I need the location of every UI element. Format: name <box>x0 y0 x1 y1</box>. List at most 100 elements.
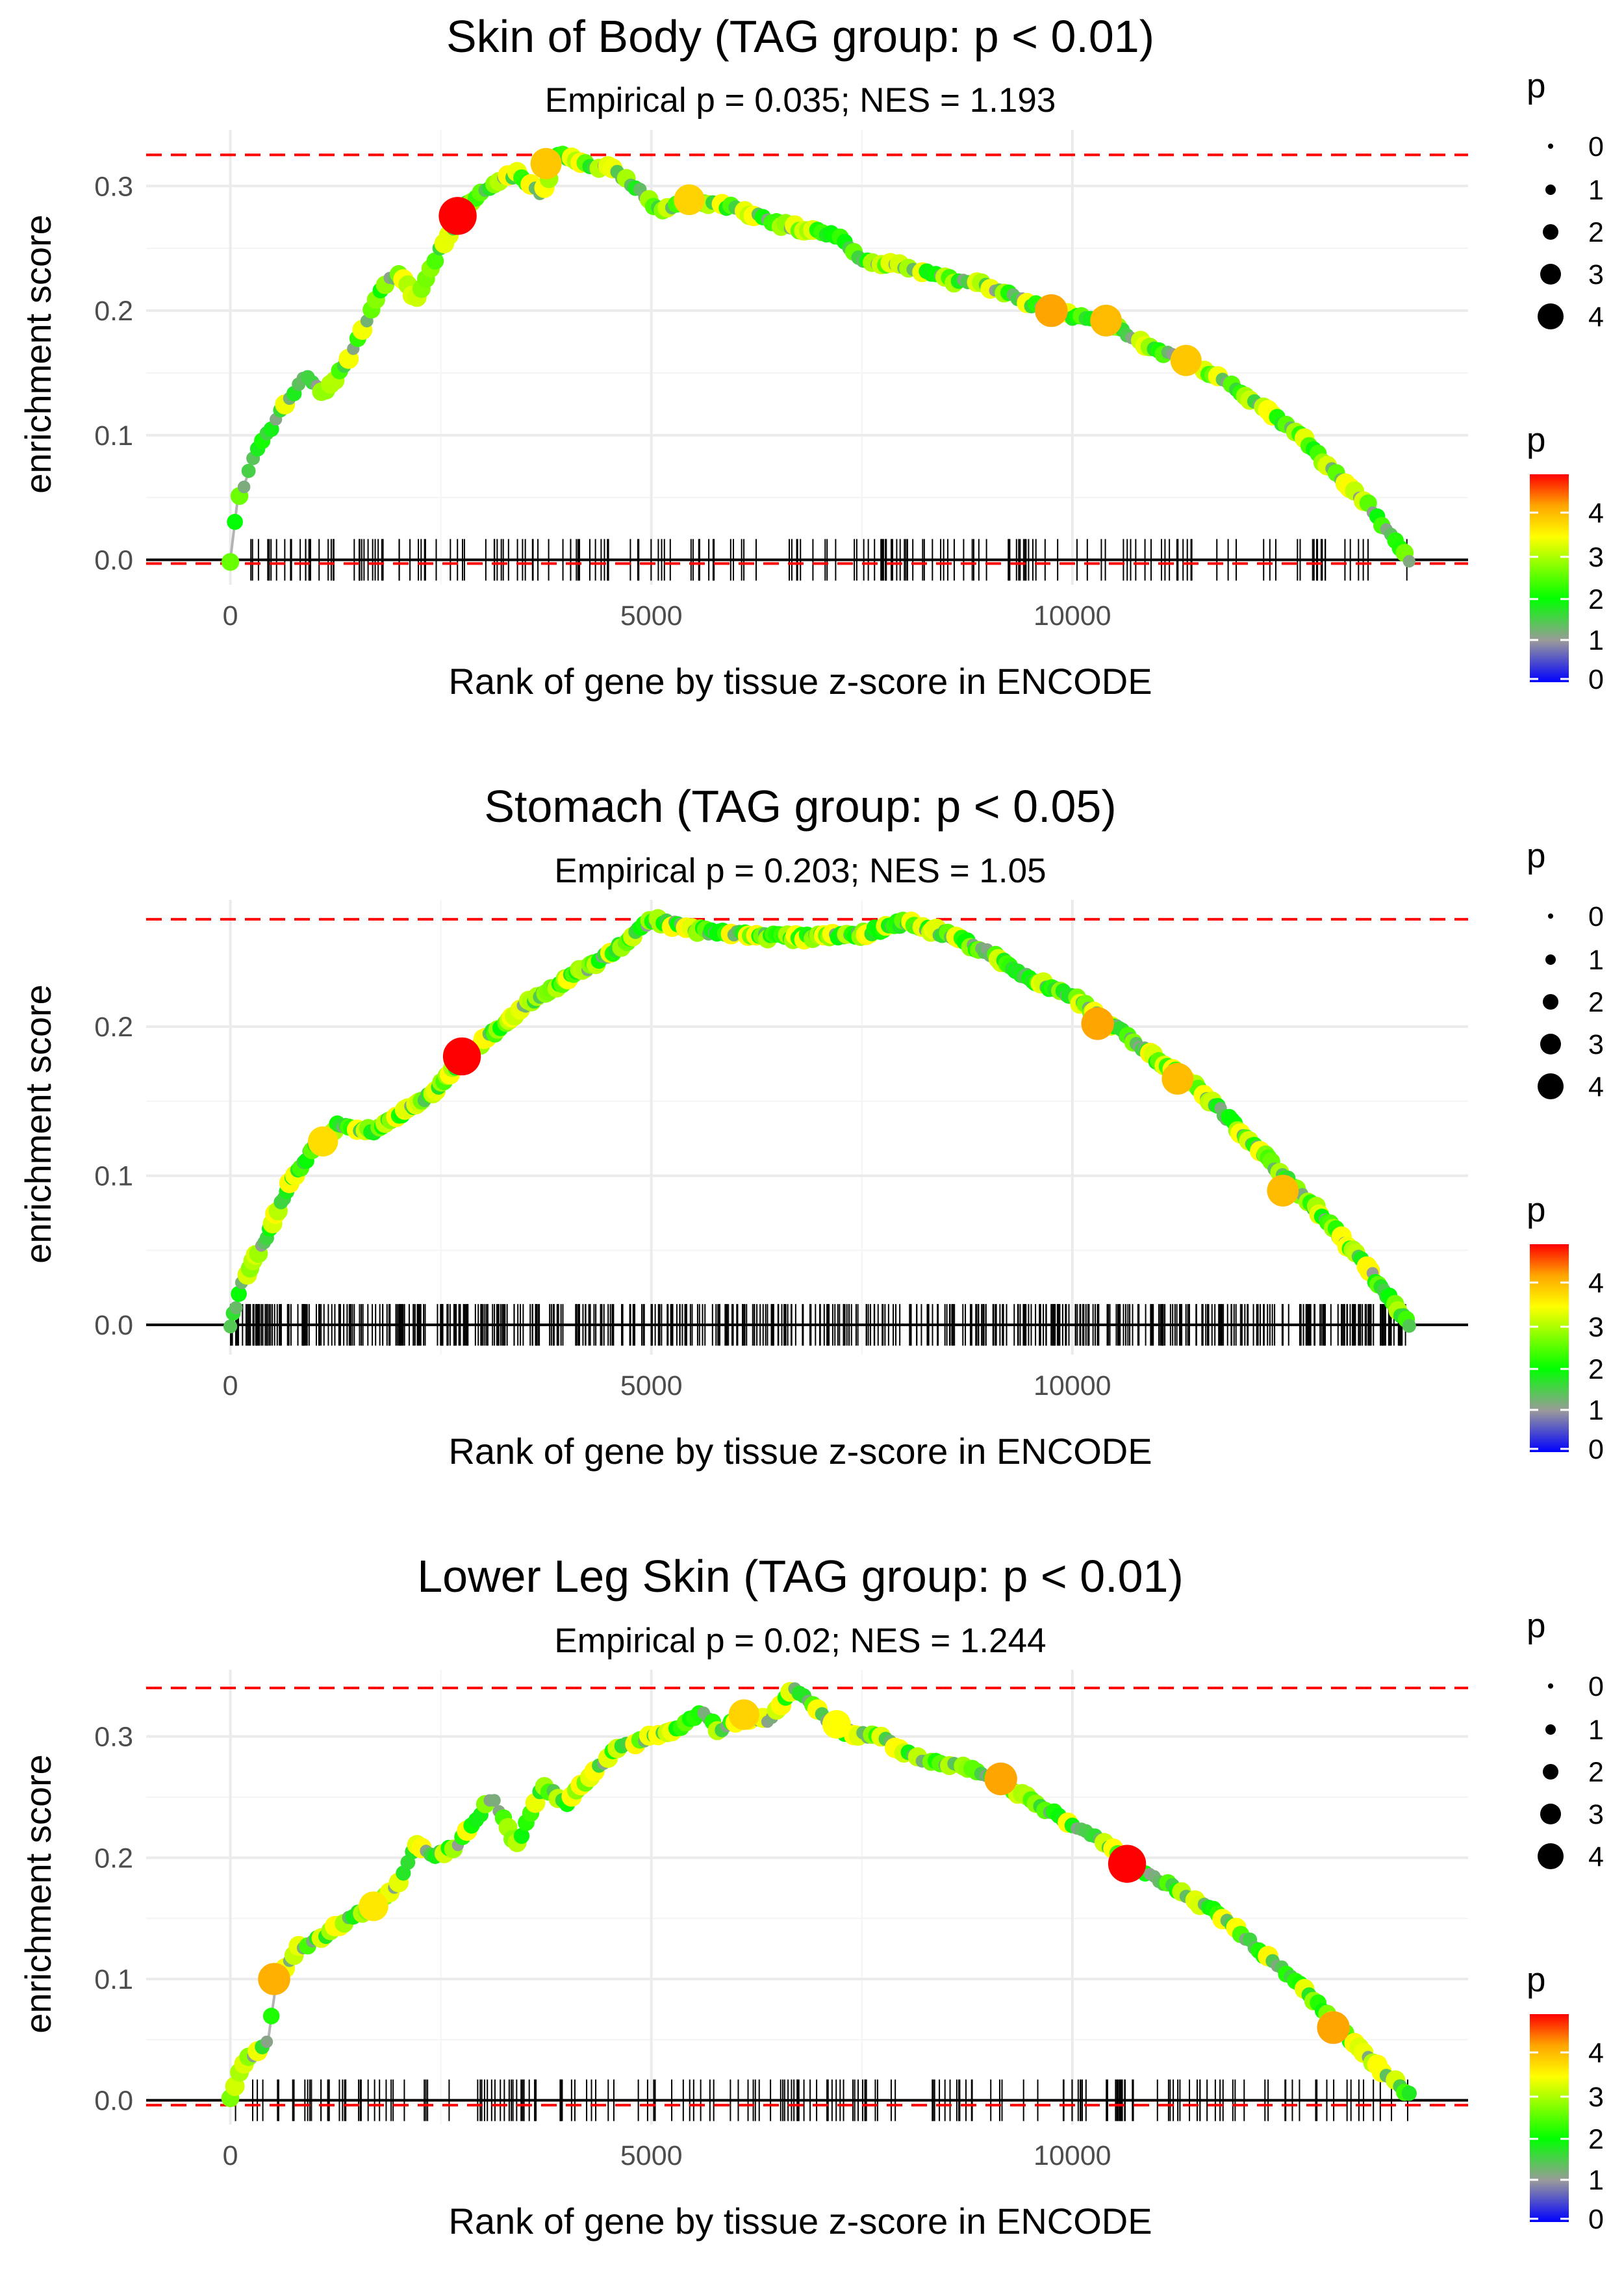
x-tick-label: 0 <box>223 600 238 632</box>
color-legend: p 4 3 2 1 0 <box>1527 1961 1604 2235</box>
panel-subtitle: Empirical p = 0.203; NES = 1.05 <box>554 852 1046 890</box>
es-point-highlight <box>530 147 562 179</box>
size-legend-dot-4 <box>1538 1843 1564 1869</box>
es-point-highlight <box>258 1963 290 1995</box>
y-tick-label: 0.0 <box>94 2086 133 2117</box>
es-point <box>1402 1319 1416 1333</box>
size-legend-dot-4 <box>1538 1073 1564 1099</box>
enrichment-points <box>221 146 1415 571</box>
y-tick-label: 0.2 <box>94 296 133 327</box>
panel-lower-leg-skin: Lower Leg Skin (TAG group: p < 0.01) Emp… <box>18 1551 1604 2242</box>
size-legend-label-2: 2 <box>1588 1757 1604 1788</box>
size-legend-dot-2 <box>1543 224 1558 240</box>
es-point <box>513 1828 530 1844</box>
size-legend-dot-2 <box>1543 994 1558 1010</box>
color-legend-label-2: 2 <box>1588 1354 1604 1385</box>
color-legend-title: p <box>1527 421 1545 459</box>
size-legend-dot-3 <box>1540 264 1561 285</box>
size-legend-label-1: 1 <box>1588 175 1604 206</box>
size-legend-dot-2 <box>1543 1764 1558 1780</box>
size-legend-label-0: 0 <box>1588 131 1604 162</box>
size-legend-label-2: 2 <box>1588 217 1604 248</box>
y-axis-title: enrichment score <box>18 1754 58 2034</box>
y-tick-label: 0.1 <box>94 1161 133 1192</box>
y-axis-title: enrichment score <box>18 984 58 1264</box>
plot-area: 0 5000 10000 0.0 0.1 0.2 0.3 <box>94 1670 1468 2171</box>
es-point-highlight <box>1317 2011 1350 2044</box>
es-point <box>1402 555 1415 568</box>
size-legend-title: p <box>1527 837 1545 875</box>
color-legend-label-4: 4 <box>1588 1268 1604 1299</box>
size-legend-dot-1 <box>1545 1724 1556 1735</box>
panel-title: Stomach (TAG group: p < 0.05) <box>484 781 1116 832</box>
es-point-highlight <box>1170 344 1202 376</box>
color-legend-label-0: 0 <box>1588 1434 1604 1465</box>
color-legend-label-2: 2 <box>1588 584 1604 615</box>
panel-subtitle: Empirical p = 0.02; NES = 1.244 <box>554 1622 1046 1660</box>
x-tick-label: 10000 <box>1034 1370 1111 1401</box>
size-legend-label-4: 4 <box>1588 1071 1604 1103</box>
es-point <box>227 513 243 530</box>
x-tick-label: 5000 <box>620 1370 683 1401</box>
color-legend-label-3: 3 <box>1588 542 1604 573</box>
size-legend-label-4: 4 <box>1588 301 1604 333</box>
color-legend-bar <box>1530 2014 1569 2222</box>
color-legend-label-1: 1 <box>1588 2165 1604 2196</box>
es-point-highlight <box>984 1762 1017 1796</box>
x-axis-title: Rank of gene by tissue z-score in ENCODE <box>448 661 1152 702</box>
es-point-highlight <box>438 197 477 235</box>
es-point-highlight <box>1161 1063 1194 1095</box>
x-tick-label: 10000 <box>1034 600 1111 632</box>
color-legend-label-3: 3 <box>1588 2082 1604 2113</box>
y-tick-label: 0.3 <box>94 171 133 202</box>
es-point-highlight <box>822 1710 851 1739</box>
panel-stomach: Stomach (TAG group: p < 0.05) Empirical … <box>18 781 1604 1472</box>
size-legend-label-1: 1 <box>1588 945 1604 976</box>
es-point <box>237 480 251 494</box>
es-point <box>221 553 240 571</box>
size-legend-dot-0 <box>1548 913 1553 919</box>
y-tick-label: 0.2 <box>94 1012 133 1043</box>
panel-title: Lower Leg Skin (TAG group: p < 0.01) <box>417 1551 1184 1602</box>
es-point <box>241 463 256 478</box>
es-point <box>231 1286 247 1302</box>
x-tick-label: 0 <box>223 1370 238 1401</box>
es-point <box>229 1301 243 1315</box>
color-legend-label-3: 3 <box>1588 1312 1604 1343</box>
enrichment-points <box>223 909 1416 1334</box>
size-legend-label-0: 0 <box>1588 901 1604 932</box>
color-legend-label-1: 1 <box>1588 625 1604 656</box>
es-point <box>426 252 444 270</box>
es-point <box>260 2036 273 2049</box>
plot-area: 0 5000 10000 0.0 0.1 0.2 <box>94 900 1468 1401</box>
color-legend-label-2: 2 <box>1588 2124 1604 2155</box>
es-point-highlight <box>307 1126 338 1157</box>
y-axis-title: enrichment score <box>18 214 58 494</box>
y-tick-label: 0.1 <box>94 420 133 452</box>
color-legend-bar <box>1530 1244 1569 1452</box>
color-legend-label-4: 4 <box>1588 2038 1604 2069</box>
size-legend-dot-3 <box>1540 1804 1561 1824</box>
es-point-highlight <box>1108 1845 1147 1883</box>
size-legend-dot-0 <box>1548 144 1553 149</box>
color-legend-label-0: 0 <box>1588 664 1604 695</box>
size-legend-dot-1 <box>1545 185 1556 195</box>
size-legend-label-0: 0 <box>1588 1671 1604 1702</box>
y-tick-label: 0.2 <box>94 1843 133 1874</box>
size-legend: p 0 1 2 3 4 <box>1527 837 1604 1103</box>
color-legend: p 4 3 2 1 0 <box>1527 1191 1604 1465</box>
es-point <box>488 1794 501 1807</box>
size-legend-label-3: 3 <box>1588 1029 1604 1060</box>
color-legend-title: p <box>1527 1191 1545 1229</box>
es-point-highlight <box>442 1037 481 1076</box>
x-axis-title: Rank of gene by tissue z-score in ENCODE <box>448 2201 1152 2242</box>
es-point <box>223 1319 238 1334</box>
panel-subtitle: Empirical p = 0.035; NES = 1.193 <box>545 81 1056 120</box>
panel-title: Skin of Body (TAG group: p < 0.01) <box>446 11 1154 62</box>
color-legend-title: p <box>1527 1961 1545 1999</box>
size-legend-label-3: 3 <box>1588 259 1604 290</box>
es-point-highlight <box>359 1891 388 1921</box>
color-legend-label-4: 4 <box>1588 498 1604 529</box>
x-tick-label: 10000 <box>1034 2140 1111 2171</box>
